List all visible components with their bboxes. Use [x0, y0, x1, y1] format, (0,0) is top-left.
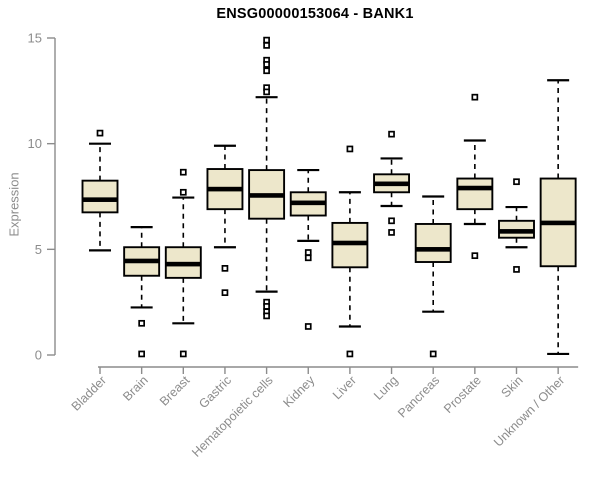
- x-category-label-unknown-other: Unknown / Other: [491, 373, 567, 449]
- median-line-brain: [124, 258, 160, 264]
- boxplot-liver: [331, 145, 369, 358]
- outlier-breast-2: [179, 350, 187, 358]
- y-tick-label-10: 10: [28, 136, 42, 151]
- x-category-label-skin: Skin: [499, 373, 526, 400]
- iqr-box-pancreas: [414, 223, 452, 263]
- median-line-gastric: [207, 186, 243, 192]
- outlier-brain-1: [138, 350, 145, 358]
- x-category-label-kidney: Kidney: [280, 373, 317, 410]
- outlier-breast-0: [179, 168, 187, 176]
- outlier-lung-2: [388, 229, 395, 236]
- outlier-kidney-0: [304, 249, 312, 256]
- median-line-kidney: [290, 200, 326, 206]
- outlier-hematopoietic-cells-0: [263, 36, 270, 44]
- y-tick-label-15: 15: [28, 31, 42, 46]
- boxplot-pancreas: [414, 195, 452, 358]
- median-line-unknown-other: [540, 220, 576, 226]
- x-category-label-hematopoietic-cells: Hematopoietic cells: [189, 373, 276, 460]
- x-category-label-bladder: Bladder: [69, 373, 109, 413]
- boxplot-breast: [164, 168, 202, 358]
- chart-title: ENSG00000153064 - BANK1: [216, 6, 414, 22]
- outlier-gastric-1: [221, 289, 229, 297]
- x-category-label-brain: Brain: [120, 373, 151, 404]
- median-line-breast: [165, 261, 201, 267]
- x-category-label-pancreas: Pancreas: [395, 373, 442, 420]
- outlier-prostate-1: [471, 252, 479, 260]
- outlier-brain-0: [138, 319, 145, 327]
- y-tick-label-5: 5: [35, 242, 42, 257]
- boxplot-brain: [123, 226, 161, 358]
- median-line-lung: [374, 181, 410, 187]
- iqr-box-bladder: [81, 179, 119, 214]
- median-line-prostate: [457, 185, 493, 191]
- boxplot-unknown-other: [539, 79, 577, 356]
- boxplot-prostate: [456, 93, 494, 260]
- outlier-skin-0: [513, 178, 520, 186]
- outlier-hematopoietic-cells-8: [263, 303, 270, 310]
- x-category-label-lung: Lung: [371, 373, 401, 403]
- outlier-hematopoietic-cells-4: [263, 67, 270, 75]
- outlier-prostate-0: [471, 93, 479, 101]
- y-tick-label-0: 0: [35, 348, 42, 363]
- outlier-lung-1: [388, 217, 395, 225]
- iqr-box-prostate: [456, 177, 494, 211]
- median-line-liver: [332, 240, 368, 246]
- median-line-pancreas: [415, 247, 451, 252]
- boxplot-gastric: [206, 144, 244, 297]
- outlier-lung-0: [388, 130, 395, 138]
- outlier-hematopoietic-cells-1: [263, 42, 270, 49]
- median-line-skin: [499, 229, 534, 234]
- median-line-bladder: [82, 197, 118, 202]
- outlier-pancreas-0: [429, 350, 437, 358]
- outlier-liver-0: [346, 145, 354, 153]
- x-category-label-liver: Liver: [330, 373, 359, 402]
- outlier-liver-1: [346, 350, 354, 358]
- outlier-skin-1: [513, 266, 520, 273]
- boxplot-skin: [498, 178, 535, 273]
- x-category-label-gastric: Gastric: [196, 373, 234, 411]
- outlier-hematopoietic-cells-10: [263, 312, 270, 320]
- x-category-label-breast: Breast: [157, 373, 193, 409]
- median-line-hematopoietic-cells: [249, 193, 285, 198]
- boxplot-kidney: [289, 168, 327, 330]
- outlier-bladder-0: [96, 129, 104, 137]
- boxplot-lung: [373, 130, 410, 236]
- outlier-hematopoietic-cells-3: [263, 61, 270, 68]
- outlier-breast-1: [179, 188, 187, 196]
- outlier-hematopoietic-cells-6: [263, 88, 270, 96]
- outlier-kidney-2: [304, 323, 312, 330]
- x-category-label-prostate: Prostate: [441, 373, 484, 416]
- outlier-kidney-1: [304, 254, 312, 262]
- boxplot-bladder: [81, 129, 119, 252]
- outlier-gastric-0: [221, 265, 229, 272]
- boxplot-hematopoietic-cells: [248, 36, 286, 320]
